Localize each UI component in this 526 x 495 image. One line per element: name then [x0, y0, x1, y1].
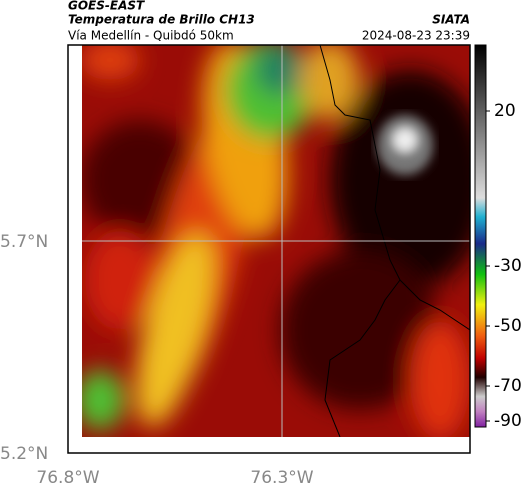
subtitle: Vía Medellín - Quibdó 50km — [68, 29, 234, 43]
colorbar-tick-label: -90 — [494, 411, 522, 431]
lon-label: 76.3°W — [250, 468, 313, 488]
source: GOES-EAST — [68, 0, 145, 13]
colorbar-tick-label: -70 — [494, 376, 522, 396]
colorbar-tick-label: 20 — [494, 101, 516, 121]
border — [399, 279, 470, 331]
map-frame — [67, 44, 471, 454]
brand: SIATA — [432, 13, 470, 27]
title: Temperatura de Brillo CH13 — [68, 13, 255, 27]
lat-label: 5.2°N — [0, 444, 48, 464]
lat-label: 5.7°N — [0, 232, 48, 252]
colorbar — [474, 44, 487, 428]
colorbar-tick-label: -50 — [494, 316, 522, 336]
satellite-image — [82, 45, 470, 437]
colorbar-ticks: 20 -30 -50 -70 -90 — [486, 101, 522, 431]
border — [319, 45, 401, 437]
timestamp: 2024-08-23 23:39 — [362, 29, 470, 43]
lon-label: 76.8°W — [36, 468, 99, 488]
colorbar-tick-label: -30 — [494, 256, 522, 276]
